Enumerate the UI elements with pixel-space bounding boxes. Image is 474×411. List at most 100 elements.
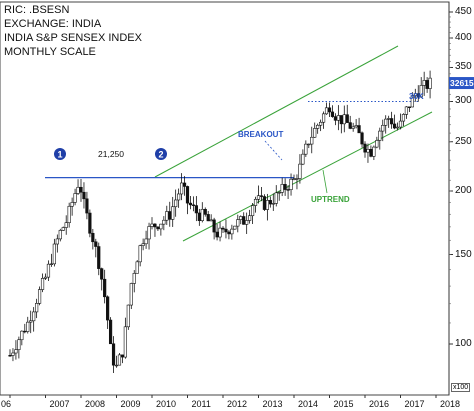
candle-body — [8, 355, 12, 357]
candle-body — [316, 124, 320, 129]
candle-body — [32, 311, 36, 322]
candle-body — [419, 85, 423, 98]
candle-body — [35, 303, 39, 313]
candle-body — [348, 122, 352, 129]
candle-body — [52, 243, 56, 265]
candle-body — [11, 352, 15, 356]
candle-body — [117, 354, 122, 366]
candle-body — [85, 198, 89, 214]
candle-body — [286, 189, 290, 191]
x-tick-label: 2012 — [227, 399, 248, 409]
candle-body — [46, 263, 51, 278]
candle-body — [363, 143, 367, 153]
candle-body — [375, 140, 379, 148]
candle-body — [425, 80, 429, 89]
candle-body — [111, 343, 116, 366]
last-price-label: 32615 — [450, 78, 474, 88]
candle-body — [301, 153, 305, 165]
candle-body — [360, 132, 364, 145]
candle-body — [49, 263, 54, 265]
candle-body — [239, 216, 243, 220]
candle-body — [333, 116, 338, 121]
candle-body — [182, 182, 187, 187]
candle-body — [236, 219, 240, 227]
candle-body — [123, 326, 127, 358]
candle-body — [20, 330, 24, 341]
candle-body — [233, 225, 237, 230]
level-30k-label: 30K — [409, 92, 424, 101]
candle-body — [327, 107, 332, 113]
candle-body — [221, 227, 225, 230]
candle-body — [194, 205, 198, 214]
candle-body — [203, 208, 207, 215]
candle-body — [381, 124, 385, 132]
candle-body — [185, 186, 190, 204]
candle-body — [351, 126, 355, 129]
candle-body — [224, 228, 228, 233]
upper-channel-line — [154, 45, 399, 178]
marker-2-text: 2 — [158, 150, 163, 160]
candle-body — [292, 178, 296, 180]
x-tick-label: 2014 — [298, 399, 319, 409]
x-tick-label: 2009 — [120, 399, 141, 409]
marker-1 — [54, 148, 66, 160]
candle-body — [177, 193, 181, 201]
candle-body — [29, 320, 33, 323]
candle-body — [26, 321, 30, 332]
candle-body — [280, 184, 284, 193]
candle-body — [197, 212, 201, 221]
candle-body — [410, 95, 414, 108]
candle-body — [174, 199, 178, 208]
y-tick-label: 400 — [455, 31, 472, 43]
y-tick-label: 300 — [455, 95, 472, 107]
candle-body — [179, 182, 184, 195]
candle-body — [384, 118, 388, 126]
candle-body — [268, 200, 272, 205]
candle-body — [336, 115, 340, 121]
candle-body — [265, 200, 269, 210]
candle-body — [141, 243, 145, 246]
candle-body — [390, 118, 394, 125]
candle-body — [357, 125, 361, 134]
candle-body — [64, 222, 68, 228]
candle-body — [17, 339, 21, 350]
candle-body — [76, 186, 80, 194]
candle-body — [242, 216, 246, 225]
header-index: INDIA S&P SENSEX INDEX — [4, 32, 142, 44]
candle-body — [88, 212, 92, 234]
candle-body — [230, 228, 234, 235]
candle-body — [428, 77, 432, 89]
candle-body — [330, 111, 335, 117]
x-tick-label: 2007 — [49, 399, 70, 409]
candle-body — [372, 146, 376, 157]
candle-body — [100, 268, 104, 280]
candle-body — [162, 219, 166, 225]
candle-body — [165, 211, 169, 221]
candle-body — [132, 273, 136, 284]
candle-body — [108, 319, 113, 345]
x-tick-label: 2011 — [191, 399, 211, 409]
candle-body — [304, 143, 308, 155]
candle-body — [218, 227, 222, 238]
candle-body — [150, 223, 154, 227]
candle-body — [295, 178, 299, 180]
y-tick-label: 250 — [455, 135, 472, 147]
candle-body — [262, 196, 267, 210]
candle-body — [14, 349, 18, 354]
x-tick-label: 2017 — [404, 399, 425, 409]
header-scale: MONTHLY SCALE — [4, 46, 96, 58]
candle-body — [40, 278, 45, 290]
lower-channel-line — [182, 111, 433, 242]
candle-body — [401, 114, 406, 122]
candle-body — [307, 143, 311, 146]
y-tick-label: 200 — [455, 184, 472, 196]
candle-body — [289, 178, 293, 190]
candle-body — [91, 232, 95, 243]
candle-body — [126, 304, 130, 328]
candle-body — [94, 241, 98, 247]
plot-frame — [0, 1, 450, 396]
candle-body — [70, 202, 74, 207]
y-tick-label: 450 — [455, 6, 472, 17]
uptrend-pointer — [322, 169, 328, 194]
